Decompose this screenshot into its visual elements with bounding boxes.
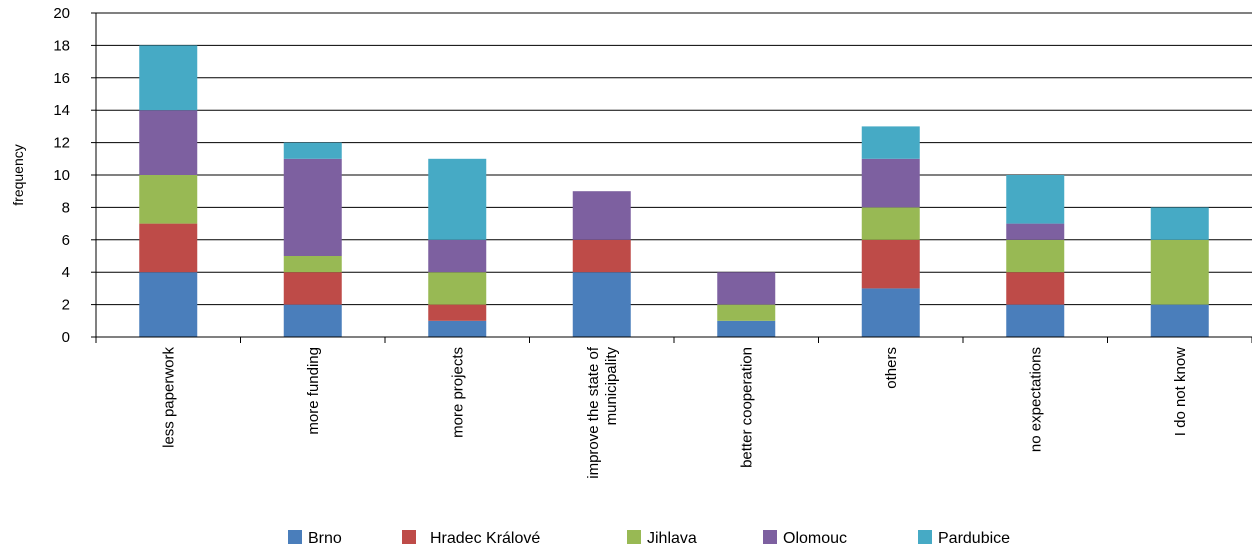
bar-segment-pardubice — [283, 142, 342, 159]
bar-segment-jihlava — [139, 175, 198, 224]
y-tick-label: 0 — [62, 329, 70, 346]
bar-segment-brno — [1006, 304, 1065, 337]
y-tick-label: 8 — [62, 199, 70, 216]
legend-item: Pardubice — [918, 530, 1010, 547]
x-category-labels: less paperwork more funding more projects i… — [160, 346, 1189, 479]
legend-label: Olomouc — [783, 530, 847, 547]
bar-segment-pardubice — [139, 45, 198, 111]
y-tick-label: 12 — [53, 135, 70, 152]
bar-segment-olomouc — [1006, 223, 1065, 240]
bar-segment-brno — [572, 272, 631, 337]
axes — [95, 13, 1252, 343]
bars — [139, 45, 1209, 337]
bar-segment-brno — [428, 320, 487, 337]
x-category-label-line: municipality — [603, 347, 620, 426]
y-tick-label: 10 — [53, 167, 70, 184]
bar-segment-olomouc — [283, 158, 342, 256]
y-tick-label: 4 — [62, 264, 70, 281]
x-category-label: others — [883, 347, 900, 389]
legend-label: Brno — [308, 530, 342, 547]
legend-item: Jihlava — [627, 530, 697, 547]
x-category-label: more projects — [449, 347, 466, 438]
bar-segment-hradec-králové — [1006, 272, 1065, 305]
legend: Brno Hradec Králové Jihlava Olomouc Pardubic… — [288, 530, 1010, 547]
x-category-label-line: I do not know — [1172, 347, 1189, 436]
bar-segment-jihlava — [861, 207, 920, 240]
x-category-label-line: more funding — [305, 347, 322, 435]
bar-segment-olomouc — [572, 191, 631, 240]
x-category-label: better cooperation — [738, 347, 755, 468]
legend-item: Olomouc — [763, 530, 847, 547]
y-tick-label: 18 — [53, 37, 70, 54]
legend-swatch — [627, 530, 641, 544]
bar-segment-brno — [1150, 304, 1209, 337]
gridlines — [91, 12, 1252, 338]
bar-segment-brno — [139, 272, 198, 337]
y-tick-label: 14 — [53, 102, 70, 119]
x-category-label-line: more projects — [449, 347, 466, 438]
x-category-label: improve the state of municipality — [585, 346, 620, 479]
bar-segment-hradec-králové — [572, 239, 631, 273]
x-category-label-line: less paperwork — [160, 347, 177, 448]
legend-swatch — [288, 530, 302, 544]
x-category-label-line: improve the state of — [585, 346, 602, 479]
y-tick-label: 6 — [62, 232, 70, 249]
bar-segment-brno — [283, 304, 342, 337]
bar-segment-jihlava — [283, 256, 342, 273]
bar-segment-brno — [717, 320, 776, 337]
bar-segment-hradec-králové — [139, 223, 198, 273]
y-tick-label: 20 — [53, 5, 70, 22]
bar-segment-jihlava — [428, 272, 487, 305]
x-category-label-line: no expectations — [1027, 347, 1044, 452]
legend-swatch — [918, 530, 932, 544]
bar-segment-pardubice — [1006, 175, 1065, 224]
bar-segment-pardubice — [861, 126, 920, 159]
bar-segment-jihlava — [717, 304, 776, 321]
bar-segment-olomouc — [428, 239, 487, 273]
y-tick-label: 2 — [62, 297, 70, 314]
x-category-label-line: others — [883, 347, 900, 389]
bar-segment-brno — [861, 288, 920, 337]
legend-label: Hradec Králové — [430, 530, 540, 547]
y-axis-title: frequency — [10, 144, 26, 205]
bar-segment-olomouc — [861, 158, 920, 208]
x-category-label: I do not know — [1172, 347, 1189, 436]
legend-item: Brno — [288, 530, 342, 547]
bar-segment-pardubice — [1150, 207, 1209, 240]
y-tick-labels: 0 2 4 6 8 10 12 14 16 18 20 — [53, 5, 70, 346]
bar-segment-hradec-králové — [428, 304, 487, 321]
x-category-label: no expectations — [1027, 347, 1044, 452]
bar-segment-hradec-králové — [861, 239, 920, 289]
legend-swatch — [763, 530, 777, 544]
bar-segment-olomouc — [717, 272, 776, 305]
bar-segment-hradec-králové — [283, 272, 342, 305]
x-category-label: more funding — [305, 347, 322, 435]
legend-label: Pardubice — [938, 530, 1010, 547]
y-tick-label: 16 — [53, 70, 70, 87]
bar-segment-olomouc — [139, 110, 198, 175]
bar-segment-jihlava — [1150, 239, 1209, 305]
x-category-label-line: better cooperation — [738, 347, 755, 468]
bar-segment-jihlava — [1006, 239, 1065, 273]
legend-swatch — [402, 530, 416, 544]
legend-item: Hradec Králové — [402, 530, 540, 547]
bar-segment-pardubice — [428, 158, 487, 240]
legend-label: Jihlava — [647, 530, 697, 547]
x-category-label: less paperwork — [160, 347, 177, 448]
